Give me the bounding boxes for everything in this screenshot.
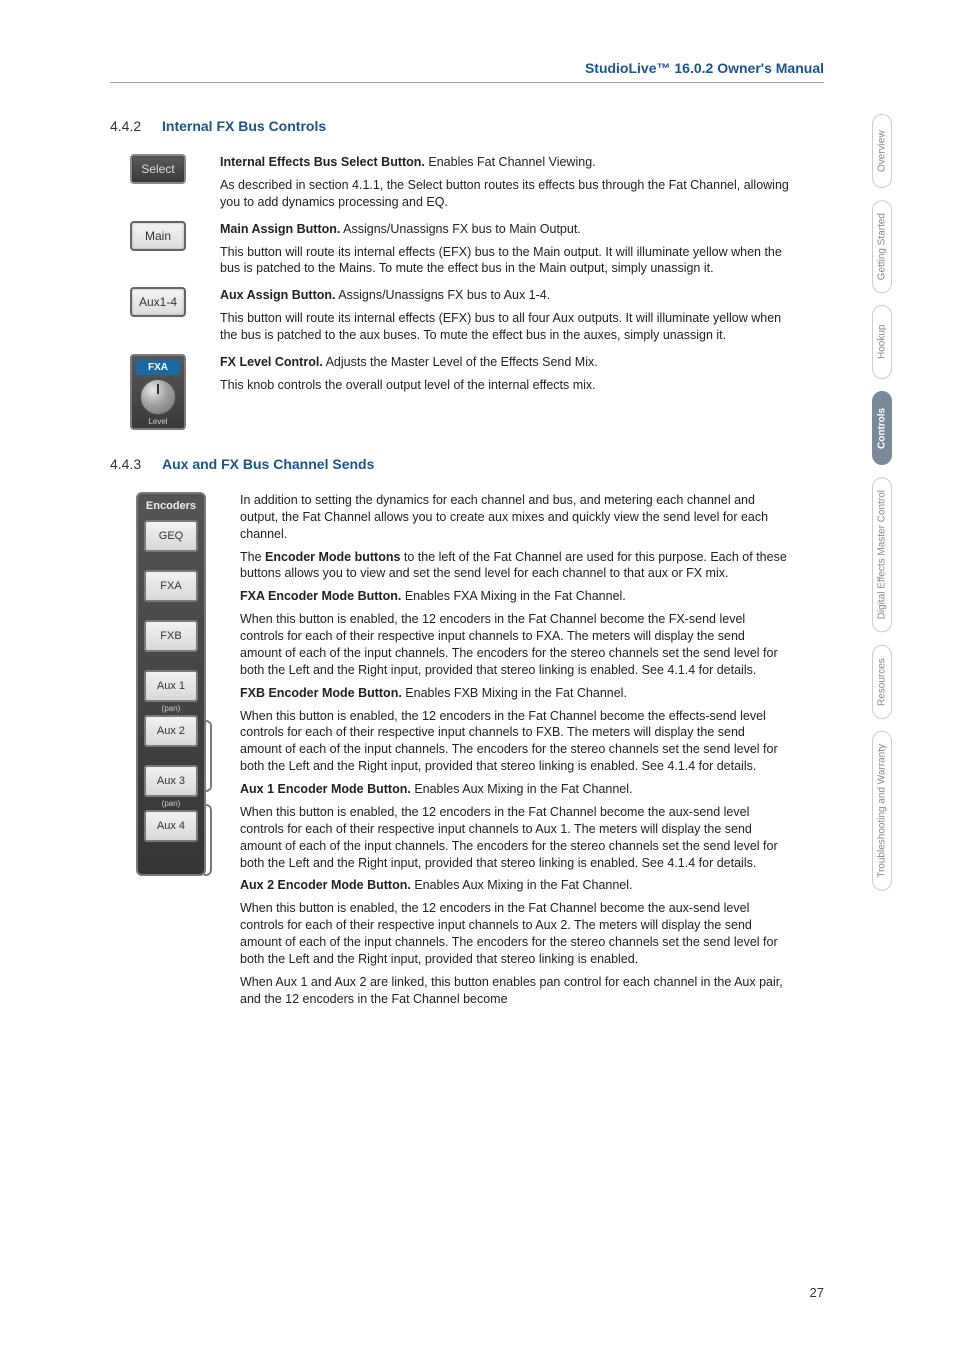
p9: When this button is enabled, the 12 enco… bbox=[240, 901, 778, 966]
encoder-btn-aux4: Aux 4 bbox=[144, 810, 198, 842]
main-body: This button will route its internal effe… bbox=[220, 244, 790, 278]
header-rule bbox=[110, 82, 824, 83]
main-button-icon: Main bbox=[130, 221, 186, 251]
knob-top-label: FXA bbox=[136, 360, 180, 375]
p8c: Enables Aux Mixing in the Fat Channel. bbox=[411, 878, 633, 892]
knob-graphic bbox=[140, 379, 176, 415]
select-body: As described in section 4.1.1, the Selec… bbox=[220, 177, 790, 211]
section-heading-row-2: 4.4.3 Aux and FX Bus Channel Sends bbox=[110, 456, 790, 482]
tab-overview[interactable]: Overview bbox=[872, 114, 892, 188]
aux-fx-text: In addition to setting the dynamics for … bbox=[240, 492, 790, 1014]
aux-body: This button will route its internal effe… bbox=[220, 310, 790, 344]
pan-label-2: (pan) bbox=[144, 799, 198, 808]
encoder-btn-geq: GEQ bbox=[144, 520, 198, 552]
section-title-2: Aux and FX Bus Channel Sends bbox=[162, 456, 374, 472]
p10: When Aux 1 and Aux 2 are linked, this bu… bbox=[240, 975, 783, 1006]
encoder-btn-fxa: FXA bbox=[144, 570, 198, 602]
knob-body: This knob controls the overall output le… bbox=[220, 377, 790, 394]
aux-button-icon: Aux1-4 bbox=[130, 287, 186, 317]
tab-hookup[interactable]: Hookup bbox=[872, 305, 892, 379]
p4b: FXB Encoder Mode Button. bbox=[240, 686, 402, 700]
knob-lead: Adjusts the Master Level of the Effects … bbox=[323, 355, 598, 369]
p1b: Encoder Mode buttons bbox=[265, 550, 400, 564]
fx-item-select: Select Internal Effects Bus Select Butto… bbox=[110, 154, 790, 217]
aux-lead: Assigns/Unassigns FX bus to Aux 1-4. bbox=[336, 288, 551, 302]
p1a: The bbox=[240, 550, 265, 564]
aux-fx-body: Encoders GEQ FXA FXB Aux 1 (pan) Aux 2 A… bbox=[110, 492, 790, 1014]
aux-bold: Aux Assign Button. bbox=[220, 288, 336, 302]
tab-digital-effects[interactable]: Digital Effects Master Control bbox=[872, 477, 892, 632]
encoder-btn-aux2: Aux 2 bbox=[144, 715, 198, 747]
p4c: Enables FXB Mixing in the Fat Channel. bbox=[402, 686, 627, 700]
p0: In addition to setting the dynamics for … bbox=[240, 493, 768, 541]
section-number-2: 4.4.3 bbox=[110, 456, 166, 482]
p2b: FXA Encoder Mode Button. bbox=[240, 589, 401, 603]
select-button-icon: Select bbox=[130, 154, 186, 184]
section-title: Internal FX Bus Controls bbox=[162, 118, 326, 134]
fx-item-aux: Aux1-4 Aux Assign Button. Assigns/Unassi… bbox=[110, 287, 790, 350]
knob-bold: FX Level Control. bbox=[220, 355, 323, 369]
fx-level-knob-icon: FXA Level bbox=[130, 354, 186, 430]
encoder-header: Encoders bbox=[144, 500, 198, 512]
fx-item-knob: FXA Level FX Level Control. Adjusts the … bbox=[110, 354, 790, 430]
encoder-strip-icon: Encoders GEQ FXA FXB Aux 1 (pan) Aux 2 A… bbox=[136, 492, 212, 876]
select-lead: Enables Fat Channel Viewing. bbox=[425, 155, 596, 169]
encoder-btn-fxb: FXB bbox=[144, 620, 198, 652]
pan-label-1: (pan) bbox=[144, 704, 198, 713]
encoder-btn-aux3: Aux 3 bbox=[144, 765, 198, 797]
page-content: 4.4.2 Internal FX Bus Controls Select In… bbox=[110, 100, 790, 1018]
p3: When this button is enabled, the 12 enco… bbox=[240, 612, 778, 677]
section-heading-row: 4.4.2 Internal FX Bus Controls bbox=[110, 118, 790, 144]
main-lead: Assigns/Unassigns FX bus to Main Output. bbox=[340, 222, 580, 236]
p8b: Aux 2 Encoder Mode Button. bbox=[240, 878, 411, 892]
fx-item-main: Main Main Assign Button. Assigns/Unassig… bbox=[110, 221, 790, 284]
header-title: StudioLive™ 16.0.2 Owner's Manual bbox=[585, 60, 824, 76]
tab-troubleshooting[interactable]: Troubleshooting and Warranty bbox=[872, 731, 892, 891]
bracket-icons bbox=[206, 492, 212, 876]
p2c: Enables FXA Mixing in the Fat Channel. bbox=[401, 589, 625, 603]
knob-bot-label: Level bbox=[132, 417, 184, 426]
tab-controls[interactable]: Controls bbox=[872, 391, 892, 465]
p7: When this button is enabled, the 12 enco… bbox=[240, 805, 778, 870]
p6b: Aux 1 Encoder Mode Button. bbox=[240, 782, 411, 796]
page-number: 27 bbox=[810, 1285, 824, 1300]
sidebar-tabs: Overview Getting Started Hookup Controls… bbox=[872, 114, 892, 890]
p5: When this button is enabled, the 12 enco… bbox=[240, 709, 778, 774]
tab-resources[interactable]: Resources bbox=[872, 645, 892, 719]
main-bold: Main Assign Button. bbox=[220, 222, 340, 236]
tab-getting-started[interactable]: Getting Started bbox=[872, 200, 892, 293]
section-number: 4.4.2 bbox=[110, 118, 166, 144]
select-bold: Internal Effects Bus Select Button. bbox=[220, 155, 425, 169]
encoder-btn-aux1: Aux 1 bbox=[144, 670, 198, 702]
p6c: Enables Aux Mixing in the Fat Channel. bbox=[411, 782, 633, 796]
